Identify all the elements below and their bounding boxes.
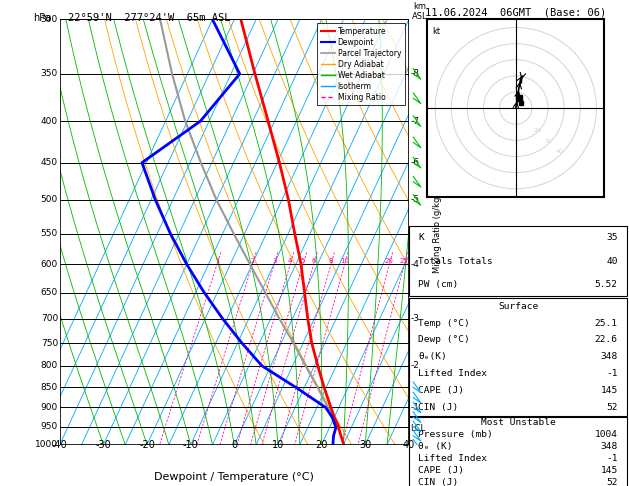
Text: 0: 0	[231, 440, 237, 451]
Bar	[409, 226, 626, 296]
Text: -5: -5	[411, 195, 420, 205]
Text: 10: 10	[272, 440, 284, 451]
Text: 600: 600	[41, 260, 58, 269]
Text: 400: 400	[41, 117, 58, 125]
Text: Lifted Index: Lifted Index	[418, 454, 487, 463]
Text: 700: 700	[41, 314, 58, 323]
Text: 750: 750	[41, 339, 58, 347]
Text: 2: 2	[250, 258, 255, 264]
Text: 300: 300	[41, 15, 58, 24]
Text: 22°59'N  277°24'W  65m ASL: 22°59'N 277°24'W 65m ASL	[69, 13, 231, 23]
Text: 800: 800	[41, 362, 58, 370]
Text: 348: 348	[601, 352, 618, 361]
Text: -7: -7	[411, 117, 420, 125]
Text: 8: 8	[329, 258, 333, 264]
Text: 5.52: 5.52	[594, 280, 618, 289]
Text: K: K	[418, 233, 424, 242]
Text: 25: 25	[400, 258, 409, 264]
Text: -10: -10	[183, 440, 199, 451]
Text: Totals Totals: Totals Totals	[418, 257, 493, 266]
Text: 20: 20	[315, 440, 328, 451]
Text: kt: kt	[432, 27, 440, 35]
Text: -1: -1	[606, 369, 618, 378]
Text: 25.1: 25.1	[594, 319, 618, 328]
Text: 40: 40	[555, 150, 564, 155]
Text: CAPE (J): CAPE (J)	[418, 466, 464, 475]
Text: 30: 30	[359, 440, 371, 451]
Text: 1004: 1004	[594, 430, 618, 439]
Text: 145: 145	[601, 386, 618, 395]
Text: PW (cm): PW (cm)	[418, 280, 459, 289]
Text: 35: 35	[606, 233, 618, 242]
Text: 1: 1	[214, 258, 220, 264]
Text: -30: -30	[96, 440, 111, 451]
Text: 650: 650	[41, 288, 58, 297]
Text: -1: -1	[411, 403, 420, 412]
Text: -40: -40	[52, 440, 68, 451]
Text: 950: 950	[41, 422, 58, 431]
Text: 20: 20	[534, 127, 542, 133]
Text: 350: 350	[41, 69, 58, 78]
Text: 1000: 1000	[35, 440, 58, 449]
Text: 145: 145	[601, 466, 618, 475]
Text: 11.06.2024  06GMT  (Base: 06): 11.06.2024 06GMT (Base: 06)	[425, 7, 606, 17]
Text: 500: 500	[41, 195, 58, 205]
Legend: Temperature, Dewpoint, Parcel Trajectory, Dry Adiabat, Wet Adiabat, Isotherm, Mi: Temperature, Dewpoint, Parcel Trajectory…	[317, 23, 405, 105]
Text: -1: -1	[606, 454, 618, 463]
Text: -4: -4	[411, 260, 420, 269]
Text: 6: 6	[311, 258, 316, 264]
Text: CIN (J): CIN (J)	[418, 478, 459, 486]
Text: 900: 900	[41, 403, 58, 412]
Text: 52: 52	[606, 478, 618, 486]
Text: 850: 850	[41, 383, 58, 392]
Bar	[409, 417, 626, 486]
Text: 4: 4	[288, 258, 292, 264]
Text: Mixing Ratio (g/kg): Mixing Ratio (g/kg)	[433, 194, 442, 273]
Text: 3: 3	[272, 258, 277, 264]
Text: km
ASL: km ASL	[412, 2, 428, 21]
Text: Dewp (°C): Dewp (°C)	[418, 335, 470, 345]
Text: 20: 20	[385, 258, 394, 264]
Text: hPa: hPa	[33, 13, 51, 23]
Text: CIN (J): CIN (J)	[418, 402, 459, 412]
Text: 550: 550	[41, 229, 58, 238]
Text: 22.6: 22.6	[594, 335, 618, 345]
Text: 40: 40	[606, 257, 618, 266]
Text: 52: 52	[606, 402, 618, 412]
Text: 30: 30	[545, 139, 553, 143]
Text: 5: 5	[301, 258, 305, 264]
Text: -20: -20	[139, 440, 155, 451]
Text: -3: -3	[411, 314, 420, 323]
Text: 10: 10	[340, 258, 349, 264]
Text: Temp (°C): Temp (°C)	[418, 319, 470, 328]
Text: 40: 40	[403, 440, 415, 451]
Text: 450: 450	[41, 158, 58, 167]
Text: Most Unstable: Most Unstable	[481, 418, 555, 428]
Text: θₑ(K): θₑ(K)	[418, 352, 447, 361]
Text: Lifted Index: Lifted Index	[418, 369, 487, 378]
Text: LCL: LCL	[411, 424, 426, 433]
Text: CAPE (J): CAPE (J)	[418, 386, 464, 395]
Text: -8: -8	[411, 69, 420, 78]
Text: -6: -6	[411, 158, 420, 167]
Bar	[409, 298, 626, 416]
Text: -2: -2	[411, 362, 420, 370]
Text: Pressure (mb): Pressure (mb)	[418, 430, 493, 439]
Text: Surface: Surface	[498, 302, 538, 311]
Text: θₑ (K): θₑ (K)	[418, 442, 453, 451]
Text: Dewpoint / Temperature (°C): Dewpoint / Temperature (°C)	[154, 472, 314, 482]
Text: 348: 348	[601, 442, 618, 451]
